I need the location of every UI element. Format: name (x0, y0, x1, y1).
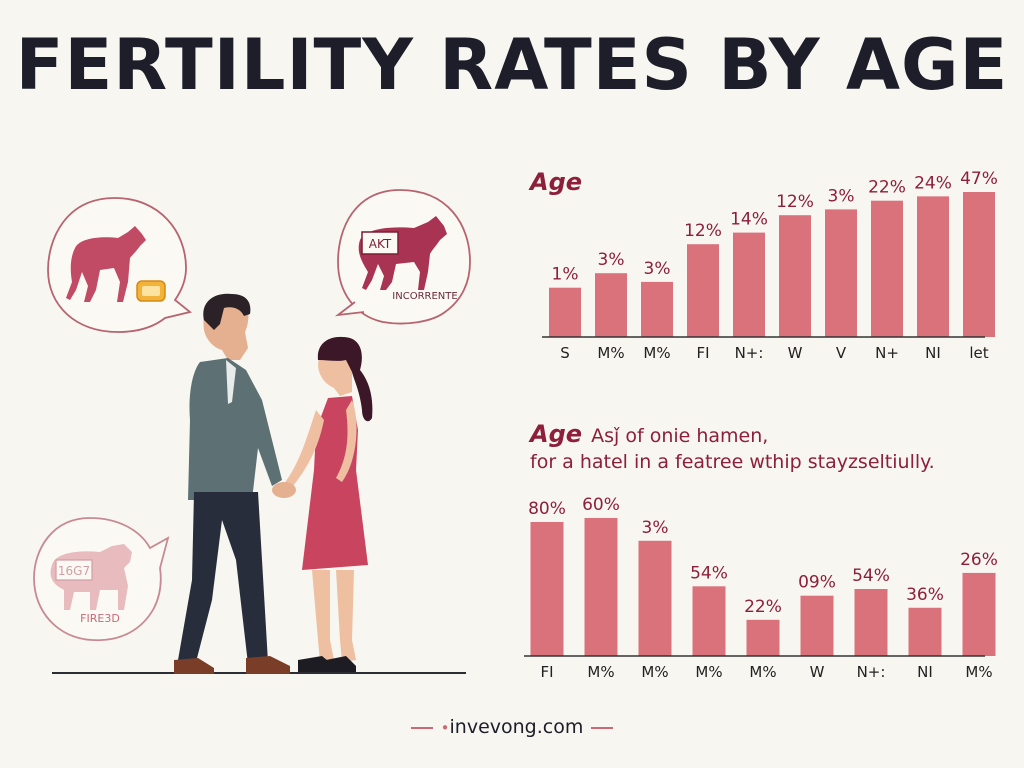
tick-label-2: M% (587, 663, 614, 681)
cow-icon (66, 226, 146, 302)
bubble-2-label: INCORRENTE (392, 291, 457, 302)
tick-label-9: NI (925, 344, 941, 362)
bar-1 (530, 522, 564, 656)
tick-label-1: FI (540, 663, 553, 681)
bar-10 (963, 192, 995, 337)
woman-figure (272, 336, 373, 672)
data-label-3: 3% (644, 259, 671, 279)
page-title: FERTILITY RATES BY AGE (15, 24, 1009, 106)
tick-label-5: M% (749, 663, 776, 681)
bar-4 (687, 244, 719, 337)
data-label-8: 22% (868, 178, 906, 198)
data-label-9: 24% (914, 173, 952, 193)
tick-label-9: M% (965, 663, 992, 681)
chart-2-title: Age (528, 420, 582, 448)
bubble-3-label: FIRE3D (80, 612, 120, 625)
cow-icon: AKT (358, 216, 447, 290)
bubble-3-badge: 16G7 (58, 564, 90, 578)
chart-1-title: Age (528, 168, 582, 196)
chart-2-subtitle-2: for a hatel in a featree wthip stayzselt… (530, 451, 935, 473)
bar-8 (908, 607, 942, 656)
data-label-7: 54% (852, 566, 890, 586)
bar-5 (746, 619, 780, 656)
honey-jar-icon (136, 280, 166, 302)
tick-label-6: W (810, 663, 825, 681)
footer-dash-right (591, 726, 614, 729)
bar-9 (917, 196, 949, 337)
footer-site[interactable]: invevong.com (449, 716, 584, 738)
tick-label-4: FI (696, 344, 709, 362)
data-label-8: 36% (906, 585, 944, 605)
sheep-icon: 16G7 (50, 544, 132, 610)
tick-label-8: NI (917, 663, 933, 681)
tick-label-10: let (969, 344, 988, 362)
tick-label-1: S (560, 344, 570, 362)
footer: •invevong.com (0, 716, 1024, 738)
bar-6 (800, 595, 834, 656)
footer-site-icon: • (440, 719, 450, 737)
tick-label-8: N+ (875, 344, 899, 362)
data-label-2: 3% (598, 250, 625, 270)
data-label-4: 12% (684, 221, 722, 241)
bar-3 (638, 540, 672, 656)
data-label-6: 09% (798, 573, 836, 593)
data-label-9: 26% (960, 550, 998, 570)
man-figure (174, 293, 290, 674)
bar-9 (962, 572, 996, 656)
bar-4 (692, 586, 726, 656)
data-label-2: 60% (582, 495, 620, 515)
bar-2 (595, 273, 627, 337)
bubble-2-badge: AKT (369, 237, 392, 251)
data-label-5: 22% (744, 597, 782, 617)
data-label-4: 54% (690, 563, 728, 583)
data-label-3: 3% (642, 518, 669, 538)
tick-label-5: N+: (735, 344, 764, 362)
speech-bubble-3: 16G7 FIRE3D (33, 517, 170, 642)
bar-8 (871, 200, 903, 337)
held-hands (272, 482, 296, 498)
data-label-6: 12% (776, 192, 814, 212)
bar-3 (641, 281, 673, 337)
tick-label-7: N+: (857, 663, 886, 681)
tick-label-2: M% (597, 344, 624, 362)
chart-2: Age Asǰ of onie hamen, for a hatel in a … (524, 420, 998, 681)
tick-label-6: W (788, 344, 803, 362)
tick-label-3: M% (643, 344, 670, 362)
data-label-7: 3% (828, 186, 855, 206)
data-label-1: 80% (528, 499, 566, 519)
chart-2-subtitle-1: Asǰ of onie hamen, (591, 425, 768, 447)
data-label-1: 1% (552, 265, 579, 285)
bar-7 (854, 589, 888, 656)
tick-label-3: M% (641, 663, 668, 681)
speech-bubble-2: AKT INCORRENTE (334, 189, 471, 325)
data-label-10: 47% (960, 169, 998, 189)
chart-1: Age 1% S 3% M% 3% M% 12% FI 14% N+: 12% W 3% V 22% N+ 24… (528, 168, 998, 362)
chart-2-title-line: Age Asǰ of onie hamen, (528, 420, 768, 448)
tick-label-7: V (836, 344, 847, 362)
speech-bubble-1 (47, 197, 192, 333)
footer-dash-left (410, 726, 433, 729)
bar-1 (549, 287, 581, 337)
tick-label-4: M% (695, 663, 722, 681)
data-label-5: 14% (730, 210, 768, 230)
bar-6 (779, 215, 811, 337)
bar-2 (584, 517, 618, 656)
bar-7 (825, 209, 857, 337)
bar-5 (733, 232, 765, 337)
